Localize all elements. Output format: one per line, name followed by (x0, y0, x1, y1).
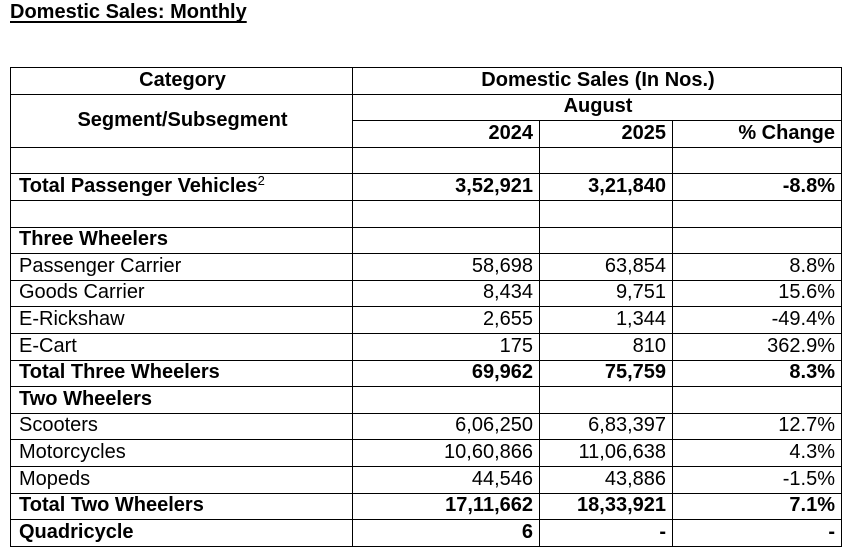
year-2025-header: 2025 (539, 120, 673, 148)
segment-cell (10, 199, 353, 228)
value-2025-cell: 75,759 (539, 359, 673, 388)
change-cell: 15.6% (671, 279, 843, 308)
value-2025-cell: 6,83,397 (539, 412, 673, 441)
value-2025-cell: 3,21,840 (539, 173, 673, 201)
value-2024-cell: 17,11,662 (352, 492, 540, 521)
footnote-marker: 2 (257, 173, 265, 188)
segment-cell (10, 146, 353, 175)
value-2025-cell (539, 226, 673, 255)
table-row-quadricycle: Quadricycle 6 - - (10, 519, 843, 547)
segment-cell: E-Rickshaw (10, 306, 353, 334)
segment-label: Total Passenger Vehicles (19, 174, 258, 197)
value-2024-cell: 58,698 (352, 253, 540, 281)
change-cell: -1.5% (671, 465, 843, 494)
value-2024-cell: 8,434 (352, 279, 540, 308)
segment-cell: Scooters (10, 412, 353, 441)
header-row-category: Category Domestic Sales (In Nos.) (10, 67, 843, 95)
change-cell: - (671, 519, 843, 547)
header-row-years: 2024 2025 % Change (11, 120, 843, 148)
change-cell: -49.4% (671, 306, 843, 334)
segment-cell: Total Two Wheelers (10, 492, 353, 521)
table-row-total-passenger-vehicles: Total Passenger Vehicles2 3,52,921 3,21,… (10, 173, 843, 201)
value-2025-cell: 43,886 (539, 465, 673, 494)
value-2025-cell: 63,854 (539, 253, 673, 281)
change-cell: 8.3% (671, 359, 843, 388)
table-row-motorcycles: Motorcycles 10,60,866 11,06,638 4.3% (10, 439, 843, 467)
value-2025-cell: - (539, 519, 673, 547)
value-2024-cell (352, 386, 540, 414)
value-2024-cell: 69,962 (352, 359, 540, 388)
table-row-e-cart: E-Cart 175 810 362.9% (10, 332, 843, 361)
value-2025-cell: 11,06,638 (539, 439, 673, 467)
section-row-two-wheelers: Two Wheelers (10, 386, 843, 414)
year-2024-header: 2024 (352, 120, 540, 148)
value-2025-cell (539, 146, 673, 175)
change-cell (671, 146, 843, 175)
segment-header: Segment/Subsegment (10, 93, 353, 148)
value-2024-cell: 44,546 (352, 465, 540, 494)
segment-cell: Mopeds (10, 465, 353, 494)
segment-cell: Goods Carrier (10, 279, 353, 308)
value-2025-cell (539, 386, 673, 414)
value-2025-cell: 1,344 (539, 306, 673, 334)
value-2025-cell: 18,33,921 (539, 492, 673, 521)
value-2024-cell: 3,52,921 (352, 173, 540, 201)
change-cell: 12.7% (671, 412, 843, 441)
change-cell (671, 386, 843, 414)
percent-change-header: % Change (671, 120, 843, 148)
value-2024-cell: 10,60,866 (352, 439, 540, 467)
spacer-row (10, 146, 843, 175)
table-row-scooters: Scooters 6,06,250 6,83,397 12.7% (10, 412, 843, 441)
total-row-two-wheelers: Total Two Wheelers 17,11,662 18,33,921 7… (10, 492, 843, 521)
table-row-mopeds: Mopeds 44,546 43,886 -1.5% (10, 465, 843, 494)
segment-cell: Total Passenger Vehicles2 (10, 173, 353, 201)
change-cell: 4.3% (671, 439, 843, 467)
section-row-three-wheelers: Three Wheelers (10, 226, 843, 255)
change-cell: 8.8% (671, 253, 843, 281)
segment-cell: Total Three Wheelers (10, 359, 353, 388)
change-cell (671, 199, 843, 228)
value-2025-cell (539, 199, 673, 228)
page-title: Domestic Sales: Monthly (10, 1, 247, 23)
value-2024-cell (352, 199, 540, 228)
value-2024-cell: 2,655 (352, 306, 540, 334)
change-cell: 7.1% (671, 492, 843, 521)
segment-cell: E-Cart (10, 332, 353, 361)
domestic-sales-table: Category Domestic Sales (In Nos.) Segmen… (10, 67, 843, 547)
group-header: Domestic Sales (In Nos.) (351, 67, 843, 95)
value-2024-cell: 6 (352, 519, 540, 547)
segment-cell: Passenger Carrier (10, 253, 353, 281)
value-2024-cell (352, 226, 540, 255)
category-header: Category (10, 67, 353, 95)
table-row-goods-carrier: Goods Carrier 8,434 9,751 15.6% (10, 279, 843, 308)
segment-cell: Motorcycles (10, 439, 353, 467)
table-row-e-rickshaw: E-Rickshaw 2,655 1,344 -49.4% (10, 306, 843, 334)
segment-cell: Two Wheelers (10, 386, 353, 414)
value-2024-cell (352, 146, 540, 175)
value-2024-cell: 175 (352, 332, 540, 361)
header-row-month: Segment/Subsegment August (10, 93, 843, 148)
segment-cell: Quadricycle (10, 519, 353, 547)
change-cell (671, 226, 843, 255)
spacer-row (10, 199, 843, 228)
value-2025-cell: 810 (539, 332, 673, 361)
change-cell: -8.8% (671, 173, 843, 201)
segment-cell: Three Wheelers (10, 226, 353, 255)
value-2024-cell: 6,06,250 (352, 412, 540, 441)
change-cell: 362.9% (671, 332, 843, 361)
month-header: August (351, 93, 843, 122)
value-2025-cell: 9,751 (539, 279, 673, 308)
total-row-three-wheelers: Total Three Wheelers 69,962 75,759 8.3% (10, 359, 843, 388)
table-row-passenger-carrier: Passenger Carrier 58,698 63,854 8.8% (10, 253, 843, 281)
